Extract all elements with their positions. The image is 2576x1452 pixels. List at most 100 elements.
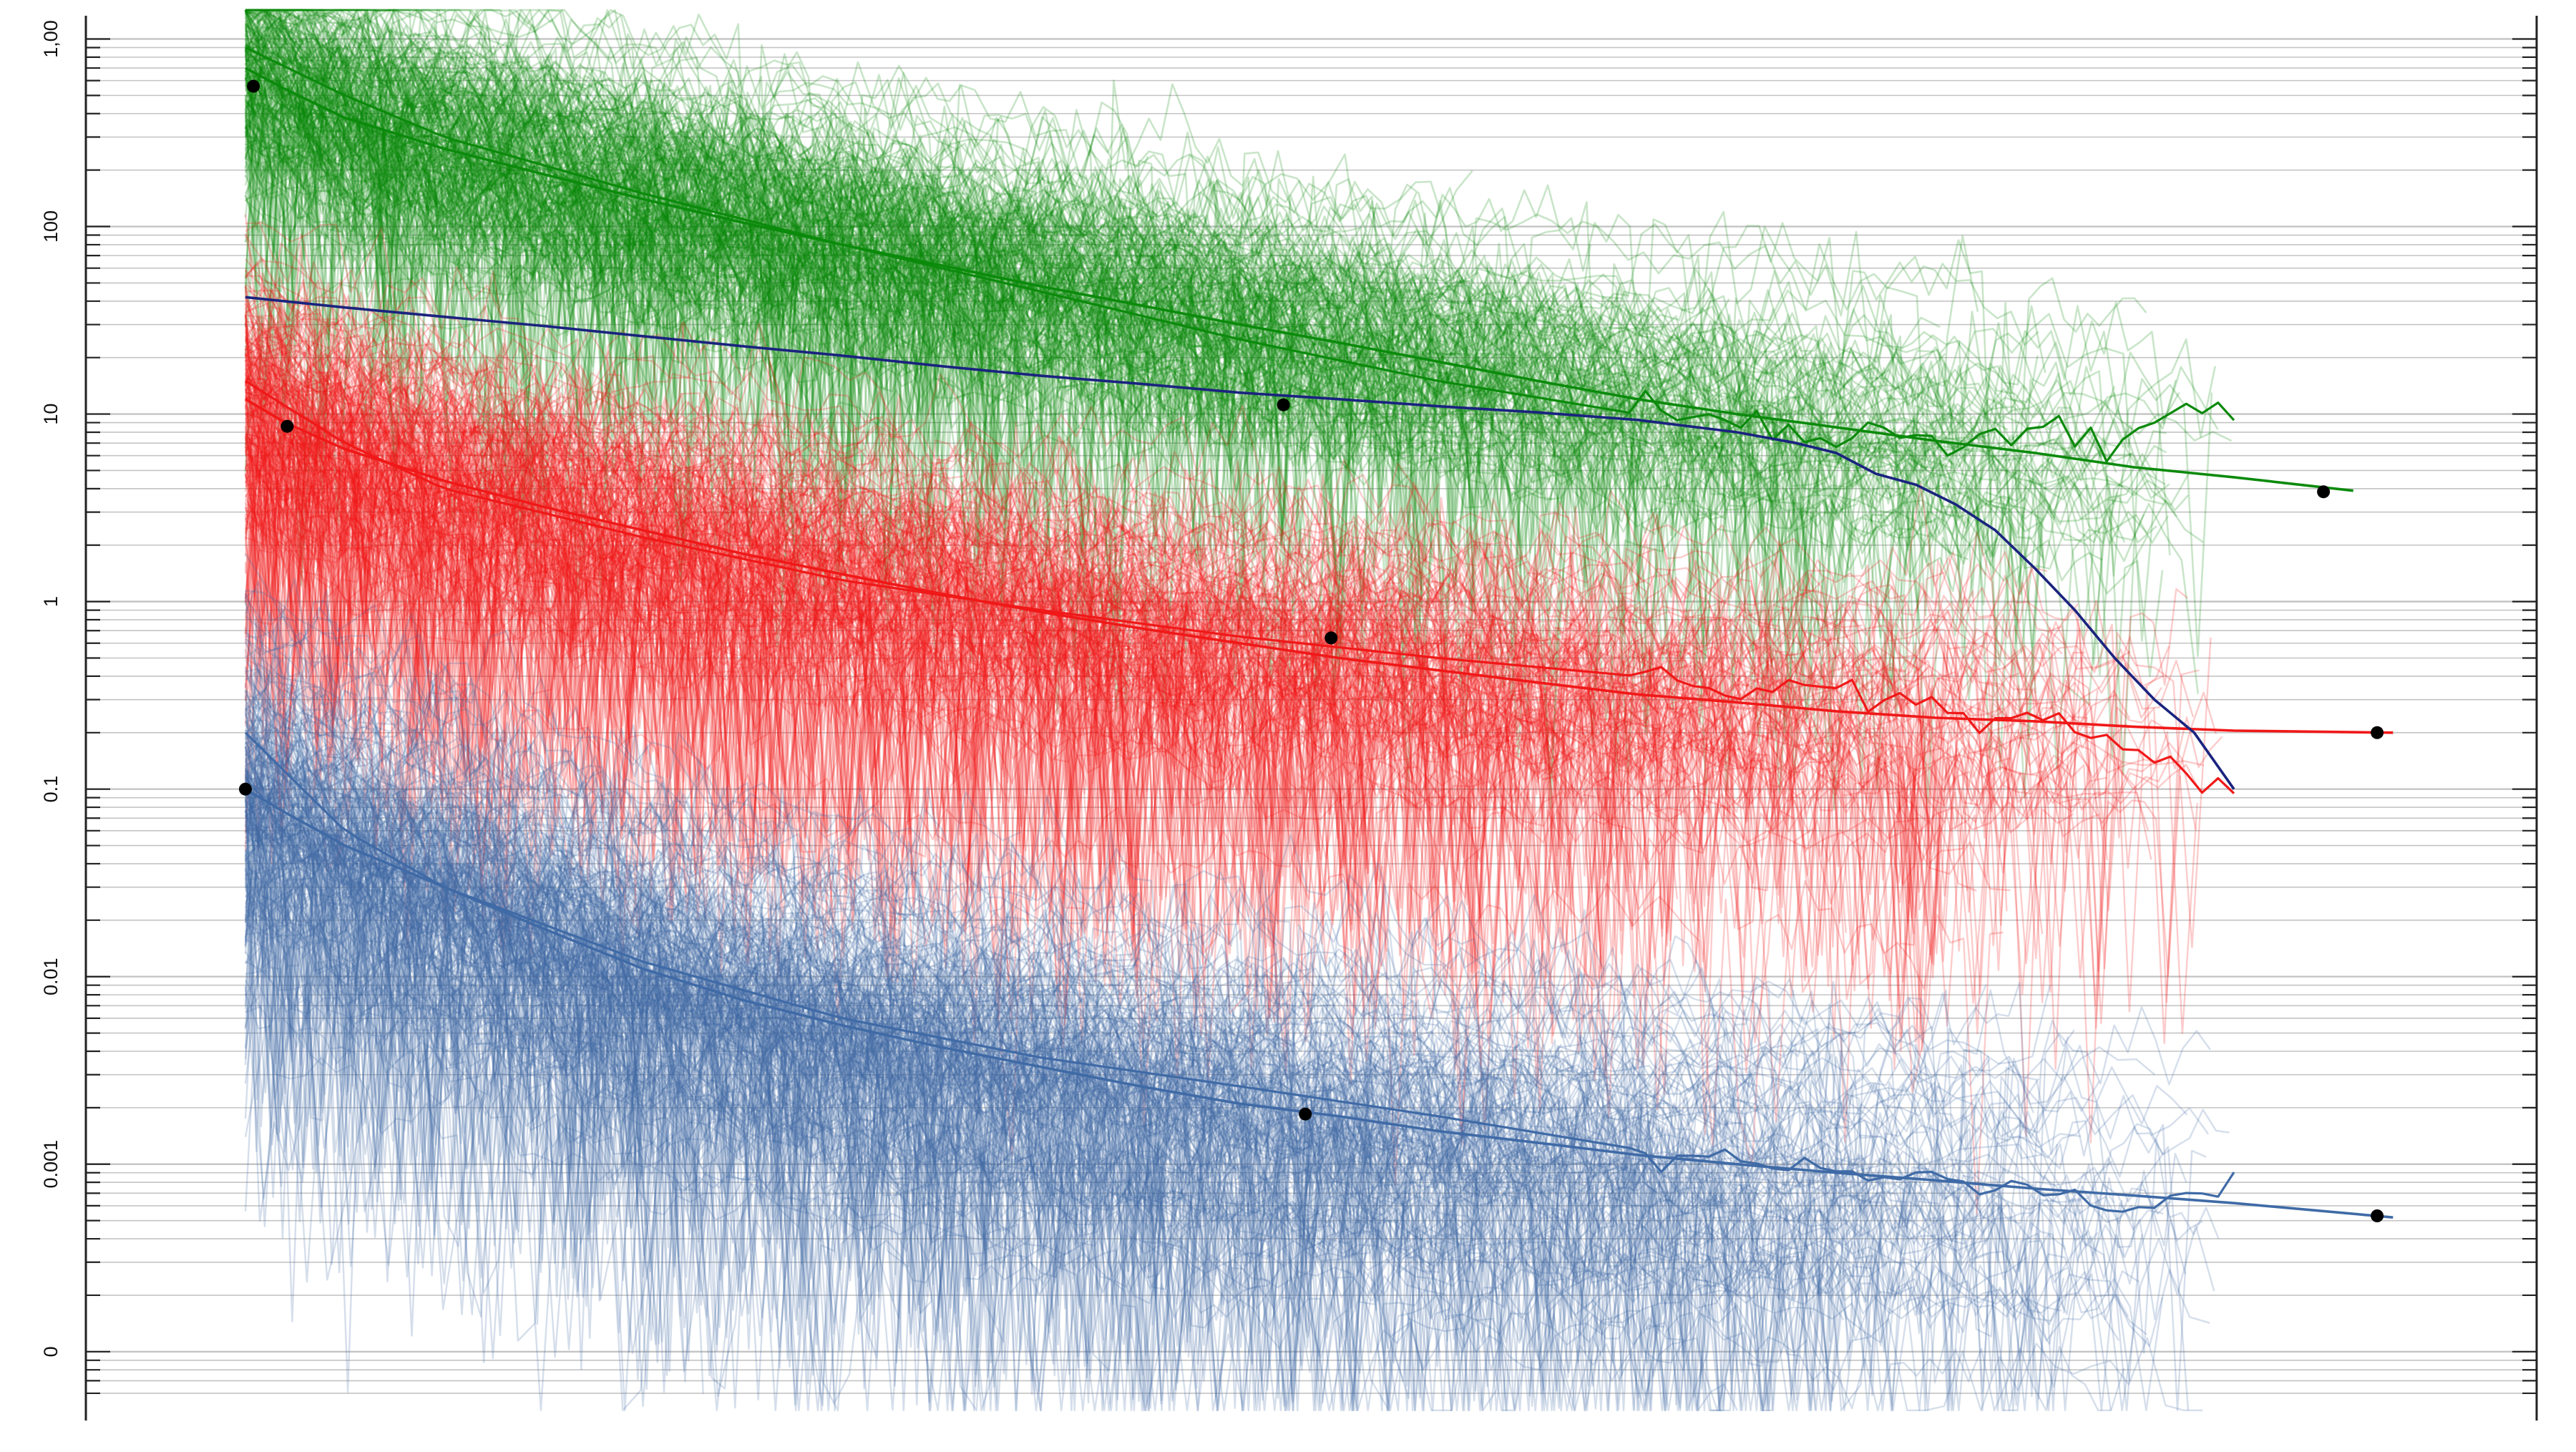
trajectory-line [245, 222, 2048, 781]
trajectory-line [244, 9, 1530, 623]
trajectory-line [245, 9, 974, 411]
trajectory-line [244, 450, 1457, 990]
trajectory-line [245, 404, 2054, 904]
trajectory-line [245, 9, 2171, 598]
trajectory-line [244, 86, 2099, 663]
trajectory-line [245, 9, 711, 345]
trajectory-line [244, 140, 2030, 794]
trajectory-line [245, 9, 1772, 566]
trajectory-line [245, 122, 1973, 716]
trajectory-line [244, 368, 1257, 683]
trajectory-line [245, 117, 1750, 641]
trajectory-line [245, 270, 2008, 912]
trajectory-line [244, 327, 502, 542]
trajectory-line [244, 102, 2177, 655]
trajectory-line [245, 323, 990, 766]
trajectory-line [245, 469, 2074, 965]
trajectory-line [244, 9, 1341, 533]
trajectory-line [244, 286, 1969, 867]
trajectory-line [245, 9, 2044, 560]
trajectory-line [245, 62, 1683, 538]
trajectory-line [244, 63, 962, 547]
trajectory-line [245, 9, 1755, 385]
data-point-marker [1277, 398, 1290, 411]
trajectory-line [245, 445, 1552, 1009]
data-point-marker [2317, 485, 2331, 499]
trajectory-line [244, 114, 1646, 744]
trajectory-line [244, 130, 736, 489]
y-tick-label: 100 [40, 210, 62, 243]
trajectory-line [244, 381, 2145, 1144]
trajectory-line [244, 73, 1565, 688]
trajectory-line [244, 60, 1611, 502]
trajectory-line [245, 437, 1671, 867]
trajectory-line [244, 67, 2069, 759]
trajectory-line [244, 412, 851, 837]
trajectory-line [245, 50, 594, 240]
trajectory-line [244, 66, 1124, 340]
trajectory-line [244, 434, 1501, 976]
trajectory-line [245, 57, 525, 176]
trajectory-line [244, 426, 2100, 1119]
trajectory-line [244, 335, 1394, 892]
trajectory-line [244, 45, 1241, 313]
trajectory-line [244, 368, 1123, 568]
trajectory-line [244, 157, 1831, 721]
trajectory-line [245, 29, 1918, 708]
trajectory-line [245, 9, 2177, 544]
trajectory-line [245, 117, 2169, 811]
trajectory-line [244, 313, 2170, 892]
trajectory-line [245, 105, 1693, 706]
trajectory-line [244, 316, 1172, 741]
trajectory-line [244, 48, 1346, 607]
trajectory-line [244, 102, 1002, 596]
trajectory-line [244, 323, 1470, 907]
trajectory-line [245, 9, 1567, 706]
trajectory-line [245, 9, 1403, 540]
trajectory-line [244, 87, 2166, 790]
trajectory-line [244, 147, 1427, 616]
trajectory-line [245, 421, 1028, 895]
trajectory-line [244, 175, 1194, 666]
y-tick-label: 0 [40, 1346, 62, 1357]
trajectory-line [245, 103, 514, 226]
trajectory-line [245, 9, 1149, 420]
trajectory-line [244, 24, 1365, 549]
trajectory-line [245, 9, 789, 419]
trajectory-line [244, 9, 1078, 296]
trajectory-line [245, 59, 1632, 810]
trajectory-line [245, 450, 2198, 1034]
data-point-marker [2371, 1209, 2384, 1222]
trajectory-line [245, 9, 882, 373]
trajectory-line [244, 100, 1961, 776]
trajectory-line [245, 454, 1533, 900]
trajectory-line [245, 9, 1689, 356]
trajectory-line [244, 9, 2167, 605]
trajectory-line [245, 364, 1738, 997]
trajectory-line [244, 10, 1354, 545]
trajectory-line [245, 18, 1552, 612]
trajectory-line [245, 32, 1184, 409]
trajectory-line [244, 69, 1976, 691]
trajectory-line [245, 502, 446, 618]
trajectory-line [245, 187, 2044, 711]
trajectory-line [244, 102, 1874, 746]
trajectory-line [244, 126, 1409, 670]
trajectory-line [245, 9, 1730, 598]
trajectory-line [245, 9, 1000, 479]
trajectory-line [245, 51, 1480, 595]
trajectory-line [244, 109, 2157, 625]
trajectory-line [245, 57, 1709, 518]
trajectory-line [244, 9, 1055, 559]
trajectory-line [244, 51, 1398, 464]
trajectory-line [244, 164, 558, 395]
data-point-marker [1299, 1107, 1312, 1121]
trajectory-line [244, 67, 971, 336]
trajectory-line [244, 9, 2029, 609]
data-point-marker [1324, 631, 1338, 645]
axes [84, 16, 2538, 1421]
trajectory-line [244, 63, 1702, 565]
trajectory-line [245, 396, 2029, 1003]
trajectory-line [245, 125, 937, 379]
trajectory-line [244, 316, 557, 638]
